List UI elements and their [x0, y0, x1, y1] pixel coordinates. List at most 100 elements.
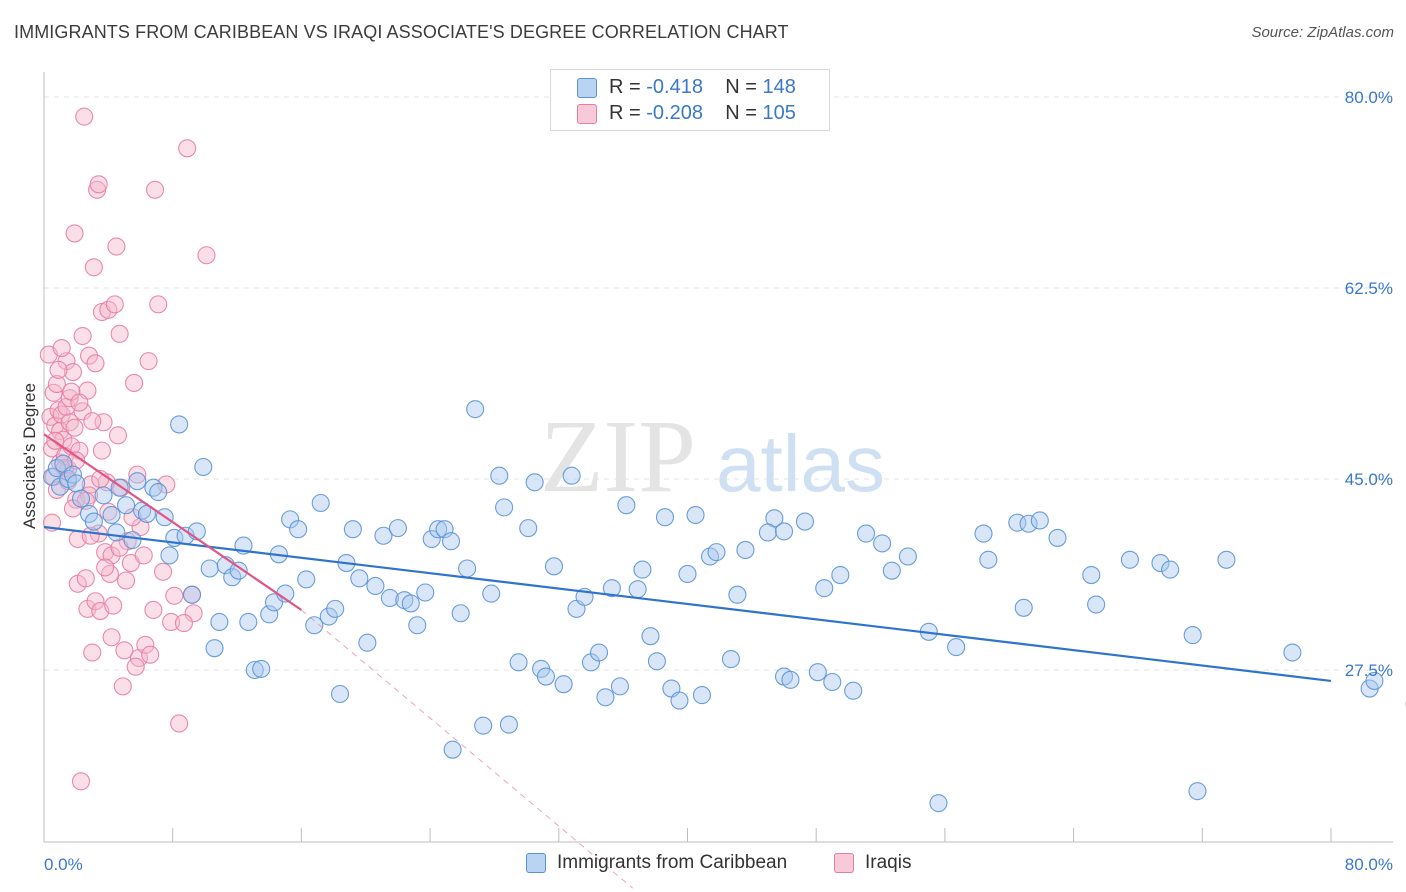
caribbean-point-12	[107, 523, 126, 542]
caribbean-point-110	[795, 512, 814, 531]
caribbean-point-122	[947, 638, 966, 657]
iraqis-point-69	[145, 180, 165, 199]
correlation-legend: R = -0.418 N = 148 R = -0.208 N = 105	[550, 69, 830, 131]
caribbean-point-134	[1161, 560, 1180, 579]
caribbean-point-104	[736, 540, 755, 559]
iraqis-point-72	[162, 612, 181, 632]
caribbean-point-82	[562, 466, 581, 485]
caribbean-point-142	[628, 580, 647, 599]
caribbean-point-91	[633, 560, 652, 579]
caribbean-point-126	[1014, 598, 1033, 617]
iraqis-point-67	[139, 352, 158, 371]
iraqis-point-104	[126, 657, 145, 676]
caribbean-point-15	[123, 531, 142, 550]
caribbean-point-33	[223, 568, 242, 587]
caribbean-point-49	[326, 599, 345, 618]
iraqis-point-75	[178, 139, 197, 158]
iraqis-point-20	[63, 362, 83, 382]
caribbean-point-113	[823, 672, 842, 692]
iraqis-point-52	[105, 295, 124, 314]
x-tick-label-1: 80.0%	[1345, 855, 1393, 874]
iraqis-point-63	[128, 465, 147, 484]
caribbean-point-20	[149, 483, 168, 502]
iraqis-point-27	[71, 772, 91, 791]
iraqis-trend-line	[43, 433, 303, 611]
caribbean-point-121	[929, 794, 948, 813]
caribbean-points	[42, 400, 1406, 813]
caribbean-point-63	[422, 529, 441, 549]
caribbean-point-140	[1365, 671, 1384, 690]
caribbean-point-55	[366, 576, 385, 596]
caribbean-point-36	[239, 612, 258, 632]
caribbean-point-138	[1283, 643, 1302, 662]
caribbean-point-10	[94, 486, 113, 505]
iraqis-point-84	[49, 360, 68, 379]
chart-title: IMMIGRANTS FROM CARIBBEAN VS IRAQI ASSOC…	[14, 22, 789, 42]
caribbean-point-103	[728, 585, 747, 604]
caribbean-point-89	[610, 677, 629, 696]
caribbean-point-16	[128, 472, 147, 491]
caribbean-point-101	[707, 543, 726, 562]
iraqis-point-5	[46, 416, 65, 435]
iraqis-point-59	[116, 571, 136, 590]
caribbean-point-131	[1087, 595, 1106, 614]
caribbean-point-38	[252, 659, 271, 678]
iraqis-point-86	[70, 393, 89, 412]
caribbean-point-109	[781, 670, 800, 689]
caribbean-point-69	[466, 400, 485, 419]
iraqis-point-73	[165, 586, 184, 605]
iraqis-point-91	[99, 502, 118, 521]
iraqis-point-18	[60, 413, 79, 432]
iraqis-point-22	[65, 418, 84, 437]
caribbean-point-60	[401, 594, 420, 613]
caribbean-point-119	[898, 547, 917, 566]
iraqis-point-36	[83, 643, 102, 662]
caribbean-point-45	[297, 570, 316, 589]
x-tick-label-0: 0.0%	[44, 855, 83, 874]
caribbean-point-88	[602, 579, 621, 598]
caribbean-point-135	[1183, 626, 1202, 645]
iraqis-point-41	[89, 175, 108, 194]
caribbean-point-80	[544, 557, 564, 576]
caribbean-point-107	[774, 522, 794, 541]
caribbean-point-90	[617, 496, 636, 515]
caribbean-point-93	[647, 652, 666, 671]
caribbean-point-11	[102, 505, 121, 525]
iraqis-point-21	[65, 224, 84, 243]
iraqis-point-95	[134, 546, 153, 565]
iraqis-point-17	[60, 389, 79, 408]
caribbean-point-68	[458, 559, 477, 578]
caribbean-point-137	[1217, 550, 1236, 569]
iraqis-point-53	[107, 237, 126, 256]
iraqis-point-55	[110, 324, 129, 343]
caribbean-point-123	[974, 524, 993, 543]
axes	[43, 72, 1393, 843]
trend-lines	[43, 433, 1332, 889]
iraqis-point-44	[92, 441, 111, 460]
caribbean-point-46	[305, 616, 324, 635]
caribbean-point-66	[441, 532, 461, 551]
caribbean-point-22	[160, 546, 179, 565]
caribbean-point-50	[330, 684, 350, 704]
iraqis-trend-extension	[301, 609, 634, 889]
caribbean-point-61	[408, 616, 427, 635]
legend-text-caribbean: R = -0.418 N = 148	[609, 76, 796, 98]
y-axis-label: Associate's Degree	[20, 383, 39, 529]
watermark-zip: ZIP	[540, 399, 696, 514]
caribbean-point-53	[350, 569, 369, 588]
caribbean-point-130	[1082, 565, 1101, 585]
caribbean-point-127	[1019, 514, 1038, 533]
iraqis-point-39	[86, 354, 105, 373]
caribbean-point-74	[499, 715, 518, 734]
caribbean-point-87	[596, 688, 615, 707]
caribbean-point-76	[519, 519, 538, 538]
iraqis-point-103	[102, 628, 121, 647]
caribbean-point-132	[1120, 550, 1139, 569]
caribbean-point-92	[641, 627, 660, 646]
iraqis-point-102	[144, 600, 163, 620]
caribbean-point-56	[374, 526, 393, 545]
caribbean-point-115	[844, 681, 863, 700]
grid-lines	[44, 96, 1393, 671]
iraqis-point-57	[113, 677, 132, 696]
